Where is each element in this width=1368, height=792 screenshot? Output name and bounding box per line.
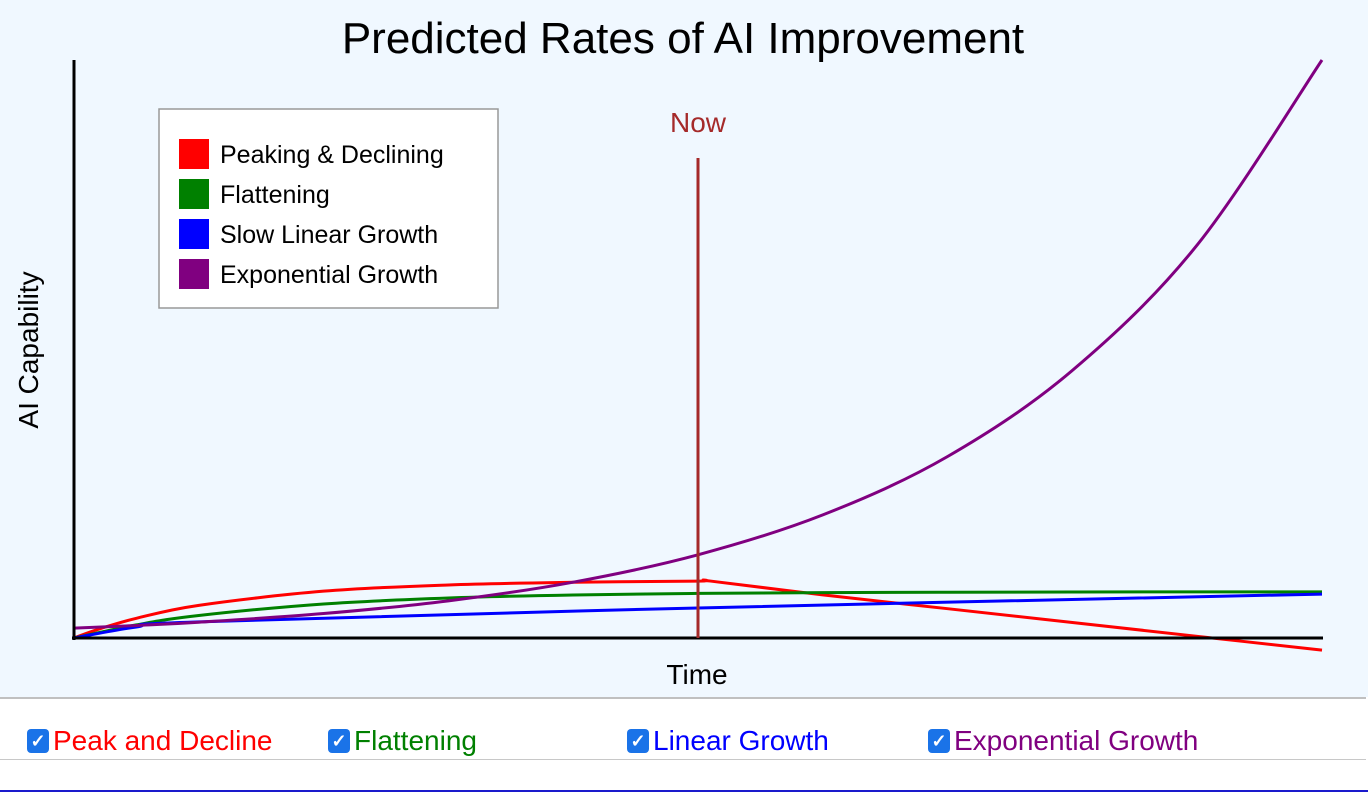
- legend-swatch: [179, 139, 209, 169]
- legend-label: Exponential Growth: [220, 261, 438, 289]
- checkbox-checked-icon[interactable]: ✓: [627, 729, 649, 753]
- legend-swatch: [179, 219, 209, 249]
- series-line-peaking-declining: [73, 578, 1323, 652]
- x-axis-label: Time: [666, 659, 727, 690]
- toggle-label: Peak and Decline: [53, 725, 273, 756]
- toggle-label: Flattening: [354, 725, 477, 756]
- series-toggle-bar: ✓ Peak and Decline ✓ Flattening ✓ Linear Gr…: [0, 697, 1366, 760]
- toggle-peak-and-decline[interactable]: ✓ Peak and Decline: [27, 725, 272, 757]
- checkbox-checked-icon[interactable]: ✓: [27, 729, 49, 753]
- line-chart: Predicted Rates of AI Improvement AI Cap…: [13, 14, 1324, 690]
- checkbox-checked-icon[interactable]: ✓: [928, 729, 950, 753]
- y-axis-label: AI Capability: [13, 271, 44, 428]
- toggle-flattening[interactable]: ✓ Flattening: [328, 725, 477, 757]
- series-line-flattening: [73, 590, 1323, 640]
- chart-area: Predicted Rates of AI Improvement AI Cap…: [0, 0, 1368, 697]
- legend-swatch: [179, 179, 209, 209]
- toggle-linear-growth[interactable]: ✓ Linear Growth: [627, 725, 829, 757]
- legend: Peaking & Declining Flattening Slow Linear…: [158, 108, 499, 309]
- legend-swatch: [179, 259, 209, 289]
- toggle-label: Exponential Growth: [954, 725, 1199, 756]
- checkbox-checked-icon[interactable]: ✓: [328, 729, 350, 753]
- legend-label: Slow Linear Growth: [220, 221, 438, 249]
- chart-title: Predicted Rates of AI Improvement: [342, 14, 1024, 63]
- now-marker-label: Now: [670, 107, 727, 138]
- divider: [0, 790, 1368, 792]
- legend-label: Flattening: [220, 181, 330, 209]
- toggle-label: Linear Growth: [653, 725, 829, 756]
- legend-label: Peaking & Declining: [220, 141, 444, 169]
- toggle-exponential-growth[interactable]: ✓ Exponential Growth: [928, 725, 1198, 757]
